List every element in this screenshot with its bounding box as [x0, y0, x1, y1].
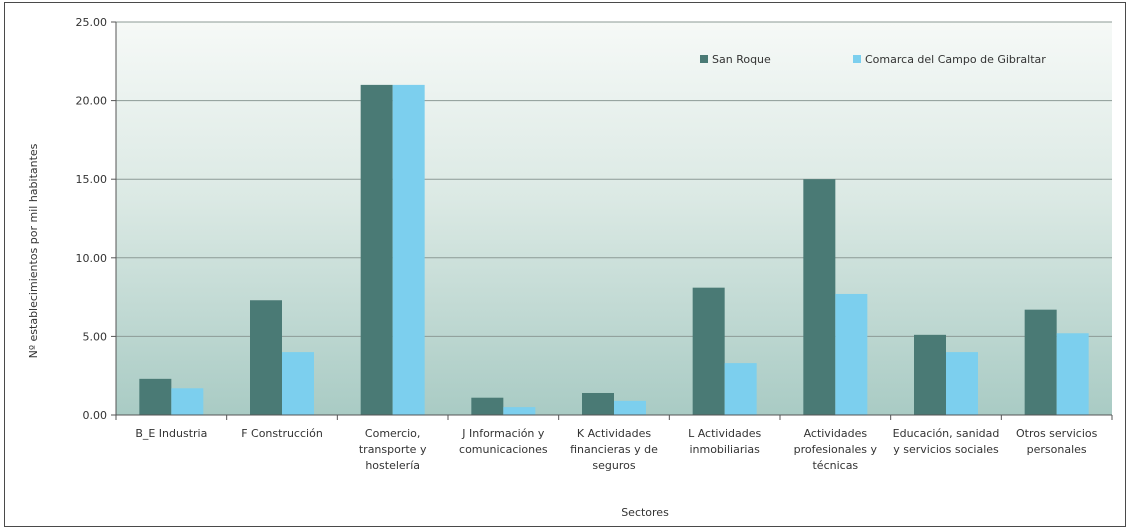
- bar: [171, 388, 204, 415]
- y-axis-label: Nº establecimientos por mil habitantes: [27, 143, 40, 358]
- bar: [392, 84, 425, 415]
- y-tick-label: 10.00: [76, 252, 108, 265]
- legend-label: Comarca del Campo de Gibraltar: [865, 53, 1046, 66]
- legend: San Roque Comarca del Campo de Gibraltar: [700, 53, 1046, 66]
- bar: [582, 392, 614, 415]
- x-tick-label: J Información y comunicaciones: [459, 427, 548, 456]
- bar: [803, 179, 836, 415]
- bar: [724, 363, 757, 415]
- bar: [503, 407, 536, 415]
- legend-label: San Roque: [712, 53, 771, 66]
- x-tick-label: Actividades profesionales y técnicas: [794, 427, 878, 472]
- bar: [139, 378, 172, 415]
- x-tick-label: L Actividades inmobiliarias: [688, 427, 761, 456]
- bar: [1024, 309, 1057, 415]
- bar: [692, 287, 725, 415]
- x-tick-label: K Actividades financieras y de seguros: [570, 427, 658, 472]
- y-tick-label: 20.00: [76, 95, 108, 108]
- bar: [282, 352, 314, 415]
- x-tick-label: Educación, sanidad y servicios sociales: [893, 427, 1000, 456]
- x-tick-label: F Construcción: [241, 427, 323, 440]
- x-tick-label: B_E Industria: [135, 427, 207, 440]
- y-tick-label: 0.00: [83, 409, 108, 422]
- y-tick-label: 5.00: [83, 330, 108, 343]
- chart-frame: 0.00 5.00 10.00 15.00 20.00 25.00 B_E Industri…: [4, 2, 1126, 527]
- bar: [360, 84, 393, 415]
- bar: [1056, 333, 1089, 415]
- bar: [471, 397, 504, 415]
- legend-swatch: [853, 55, 861, 63]
- y-tick-label: 15.00: [76, 173, 108, 186]
- bar: [835, 293, 868, 415]
- bar: [250, 300, 282, 415]
- bar-chart: 0.00 5.00 10.00 15.00 20.00 25.00 B_E Industri…: [27, 16, 1113, 519]
- axes: [111, 21, 1113, 420]
- tick-labels: 0.00 5.00 10.00 15.00 20.00 25.00 B_E Industri…: [76, 16, 1098, 472]
- bars: [139, 84, 1089, 415]
- legend-swatch: [700, 55, 708, 63]
- y-tick-label: 25.00: [76, 16, 108, 29]
- x-tick-label: Otros servicios personales: [1016, 427, 1098, 456]
- x-axis-label: Sectores: [621, 506, 669, 519]
- bar: [614, 400, 646, 415]
- bar: [914, 334, 946, 415]
- bar: [946, 352, 978, 415]
- x-tick-label: Comercio, transporte y hostelería: [359, 427, 427, 472]
